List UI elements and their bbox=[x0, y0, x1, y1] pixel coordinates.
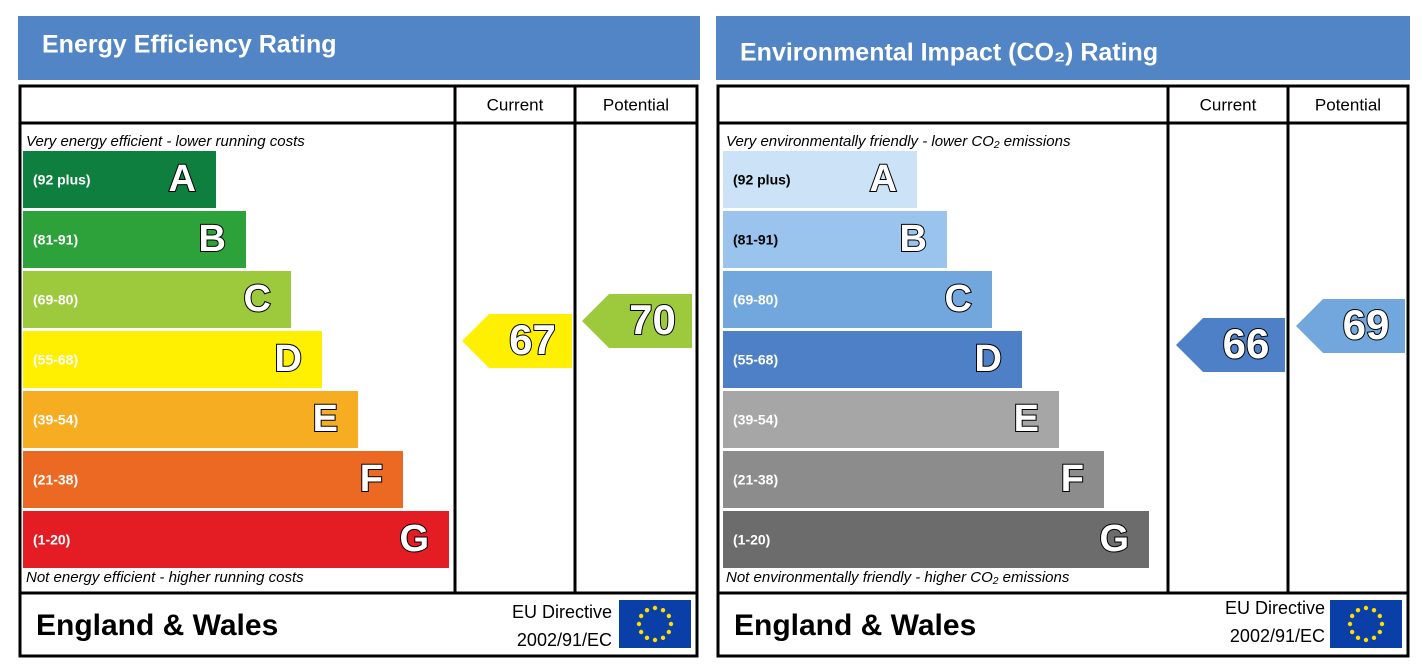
eu-star bbox=[1377, 613, 1383, 619]
band-range: (21-38) bbox=[733, 472, 778, 488]
band-letter: G bbox=[1099, 518, 1129, 560]
title-bar bbox=[18, 16, 700, 80]
eu-star bbox=[1379, 621, 1385, 627]
rating-panel: Environmental Impact (CO₂) Rating Current… bbox=[716, 16, 1410, 658]
rating-band bbox=[23, 271, 291, 328]
table-frame bbox=[716, 84, 1410, 658]
band-letter: B bbox=[199, 218, 226, 260]
rating-value: 70 bbox=[629, 296, 676, 343]
column-header: Current bbox=[487, 95, 544, 114]
band-range: (39-54) bbox=[33, 412, 78, 428]
panel-title: Environmental Impact (CO₂) Rating bbox=[740, 39, 1158, 67]
rating-arrow bbox=[1296, 299, 1405, 353]
eu-star bbox=[644, 607, 650, 613]
band-letter: D bbox=[975, 338, 1002, 380]
band-letter: C bbox=[945, 278, 972, 320]
eu-star bbox=[1371, 607, 1377, 613]
rating-band bbox=[23, 391, 358, 448]
band-range: (92 plus) bbox=[33, 172, 91, 188]
rating-arrow bbox=[582, 294, 692, 348]
eu-star bbox=[660, 607, 666, 613]
band-letter: B bbox=[900, 218, 927, 260]
band-letter: E bbox=[1014, 398, 1039, 440]
rating-value: 67 bbox=[509, 316, 556, 363]
footer-region: England & Wales bbox=[36, 609, 278, 642]
footer-code: 2002/91/EC bbox=[517, 630, 612, 650]
top-note: Very environmentally friendly - lower CO… bbox=[726, 133, 1071, 150]
column-header: Current bbox=[1200, 95, 1257, 114]
eu-star bbox=[1363, 605, 1369, 611]
table-frame bbox=[18, 84, 699, 658]
band-letter: G bbox=[399, 518, 429, 560]
rating-panel: Energy Efficiency Rating Current Potential… bbox=[18, 16, 700, 658]
rating-band bbox=[23, 331, 322, 388]
rating-value: 66 bbox=[1223, 320, 1270, 367]
eu-star bbox=[1363, 637, 1369, 643]
eu-star bbox=[638, 613, 644, 619]
eu-star bbox=[666, 629, 672, 635]
rating-band bbox=[723, 391, 1059, 448]
footer-directive: EU Directive bbox=[1225, 598, 1325, 618]
rating-band bbox=[723, 451, 1104, 508]
eu-star bbox=[1371, 635, 1377, 641]
band-letter: C bbox=[244, 278, 271, 320]
band-letter: A bbox=[169, 158, 196, 200]
rating-band bbox=[723, 151, 917, 208]
eu-star bbox=[644, 635, 650, 641]
rating-band bbox=[723, 271, 992, 328]
bottom-note: Not energy efficient - higher running co… bbox=[26, 569, 304, 586]
band-range: (55-68) bbox=[733, 352, 778, 368]
eu-star bbox=[1355, 635, 1361, 641]
panel-title: Energy Efficiency Rating bbox=[42, 31, 337, 59]
eu-star bbox=[668, 621, 674, 627]
top-note: Very energy efficient - lower running co… bbox=[26, 133, 305, 150]
eu-star bbox=[1355, 607, 1361, 613]
rating-value: 69 bbox=[1343, 301, 1390, 348]
column-header: Potential bbox=[1315, 95, 1381, 114]
column-header: Potential bbox=[603, 95, 669, 114]
eu-star bbox=[636, 621, 642, 627]
band-range: (21-38) bbox=[33, 472, 78, 488]
band-range: (92 plus) bbox=[733, 172, 791, 188]
band-letter: F bbox=[360, 458, 383, 500]
eu-star bbox=[666, 613, 672, 619]
eu-star bbox=[1349, 613, 1355, 619]
rating-band bbox=[723, 211, 947, 268]
eu-star bbox=[1377, 629, 1383, 635]
rating-band bbox=[723, 331, 1022, 388]
band-range: (69-80) bbox=[33, 292, 78, 308]
eu-star bbox=[1349, 629, 1355, 635]
eu-star bbox=[638, 629, 644, 635]
band-range: (55-68) bbox=[33, 352, 78, 368]
band-letter: F bbox=[1061, 458, 1084, 500]
eu-star bbox=[652, 605, 658, 611]
rating-arrow bbox=[462, 314, 572, 368]
band-letter: A bbox=[870, 158, 897, 200]
band-range: (69-80) bbox=[733, 292, 778, 308]
eu-star bbox=[1347, 621, 1353, 627]
band-range: (81-91) bbox=[33, 232, 78, 248]
footer-region: England & Wales bbox=[734, 609, 976, 642]
rating-band bbox=[23, 451, 403, 508]
rating-band bbox=[723, 511, 1149, 568]
eu-star bbox=[660, 635, 666, 641]
band-range: (81-91) bbox=[733, 232, 778, 248]
band-range: (1-20) bbox=[733, 532, 770, 548]
rating-band bbox=[23, 511, 449, 568]
band-range: (39-54) bbox=[733, 412, 778, 428]
bottom-note: Not environmentally friendly - higher CO… bbox=[726, 569, 1070, 586]
band-letter: D bbox=[275, 338, 302, 380]
rating-band bbox=[23, 211, 246, 268]
footer-code: 2002/91/EC bbox=[1230, 626, 1325, 646]
title-bar bbox=[716, 16, 1410, 80]
rating-band bbox=[23, 151, 216, 208]
band-range: (1-20) bbox=[33, 532, 70, 548]
eu-star bbox=[652, 637, 658, 643]
rating-arrow bbox=[1176, 318, 1285, 372]
footer-directive: EU Directive bbox=[512, 602, 612, 622]
band-letter: E bbox=[313, 398, 338, 440]
